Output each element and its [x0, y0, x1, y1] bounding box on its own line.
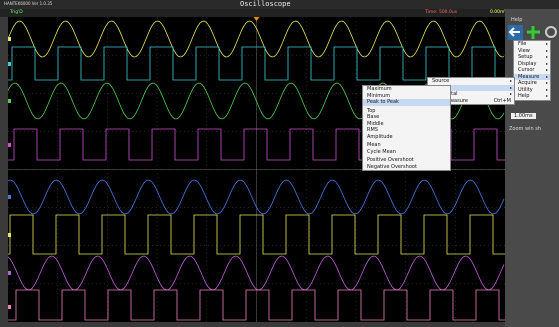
menu-item[interactable]: Source — [428, 78, 514, 85]
menu-item-label: Cycle Mean — [367, 148, 396, 155]
channel-marker — [8, 305, 11, 309]
menu-item[interactable]: Measure — [514, 73, 550, 80]
window-title: Oscilloscope — [240, 0, 291, 8]
channel-marker — [8, 37, 11, 41]
channel-marker — [8, 271, 11, 275]
menu-item-label: Source — [432, 78, 450, 84]
menu-item-label: Cursor — [518, 67, 535, 73]
menu-item-label: Middle — [367, 120, 384, 127]
timebase: Time: 500.0us — [425, 10, 458, 15]
menu-item[interactable]: View — [514, 48, 550, 55]
menu-item[interactable]: Mean — [363, 142, 450, 149]
trigger-status: Trig'D — [10, 10, 23, 15]
menu-item-label: File — [518, 41, 527, 47]
zoom-value[interactable]: 1.00ms — [511, 113, 536, 119]
menu-item-label: Peak to Peak — [367, 99, 399, 105]
trigger-marker — [253, 17, 260, 21]
menu-item[interactable]: Cycle Mean — [363, 149, 450, 156]
menu-item-label: Mean — [367, 142, 381, 148]
menu-item[interactable]: Peak to Peak — [363, 99, 450, 106]
waveform — [8, 289, 505, 321]
menu-item[interactable]: Base — [363, 114, 450, 121]
menu-item-label: Acquire — [518, 80, 537, 86]
app-name: HANTEK6000 Ver 1.0.35 — [4, 1, 53, 6]
shortcut: Ctrl+M — [493, 97, 511, 104]
menu-item[interactable]: Help — [514, 93, 550, 100]
menu-item[interactable]: Top — [363, 108, 450, 115]
menu-item-label: Display — [518, 60, 537, 67]
menu-item[interactable]: Positive Overshoot — [363, 157, 450, 164]
menu-item[interactable]: Middle — [363, 121, 450, 128]
channel-marker — [8, 233, 11, 237]
menu-item[interactable]: Setup — [514, 54, 550, 61]
panel-header: Help — [511, 17, 523, 23]
menu-item-label: Amplitude — [367, 133, 393, 140]
menu-item-label: Minimum — [367, 92, 391, 99]
zoom-label: Zoom win sh — [509, 126, 542, 132]
channel-marker — [8, 143, 11, 147]
waveform — [8, 179, 505, 215]
menu-item-label: Negative Overshoot — [367, 163, 417, 170]
channel-marker — [8, 62, 11, 66]
menu-item[interactable]: File — [514, 41, 550, 48]
menu-item[interactable]: Minimum — [363, 93, 450, 100]
channel-marker — [8, 99, 11, 103]
menu-item-label: Top — [367, 107, 376, 114]
title-bar — [0, 0, 559, 9]
menu-item-label: View — [518, 47, 530, 54]
waveform — [8, 255, 505, 291]
menu-item-label: Setup — [518, 54, 533, 60]
menu-item-label: Maximum — [367, 86, 392, 92]
menu-item[interactable]: Negative Overshoot — [363, 164, 450, 171]
menu-item-label: Help — [518, 93, 530, 99]
vertical-submenu: Maximum Minimum Peak to Peak Top Base Middle R… — [362, 85, 451, 171]
menu-item-label: RMS — [367, 127, 378, 133]
trigger-level: 0.00mV — [490, 10, 508, 15]
waveform — [8, 20, 505, 58]
menu-item[interactable]: Amplitude — [363, 134, 450, 141]
menu-item[interactable]: Display — [514, 61, 550, 68]
menu-item[interactable]: RMS — [363, 127, 450, 134]
menu-item[interactable]: Cursor — [514, 67, 550, 74]
menu-item-label: Utility — [518, 86, 533, 93]
nav-icons — [508, 25, 557, 40]
menu-item-label: Positive Overshoot — [367, 157, 414, 163]
menu-item-label: Base — [367, 114, 380, 120]
menu-item[interactable]: Utility — [514, 87, 550, 94]
waveform — [8, 214, 505, 255]
main-menu: FileViewSetupDisplayCursorMeasureAcquire… — [513, 40, 551, 101]
toolbar — [0, 9, 505, 17]
menu-item[interactable]: Maximum — [363, 86, 450, 93]
refresh-icon[interactable] — [545, 26, 557, 38]
channel-marker — [8, 195, 11, 199]
menu-item-label: Measure — [518, 73, 540, 80]
menu-item[interactable]: Acquire — [514, 80, 550, 87]
waveform — [8, 46, 505, 81]
